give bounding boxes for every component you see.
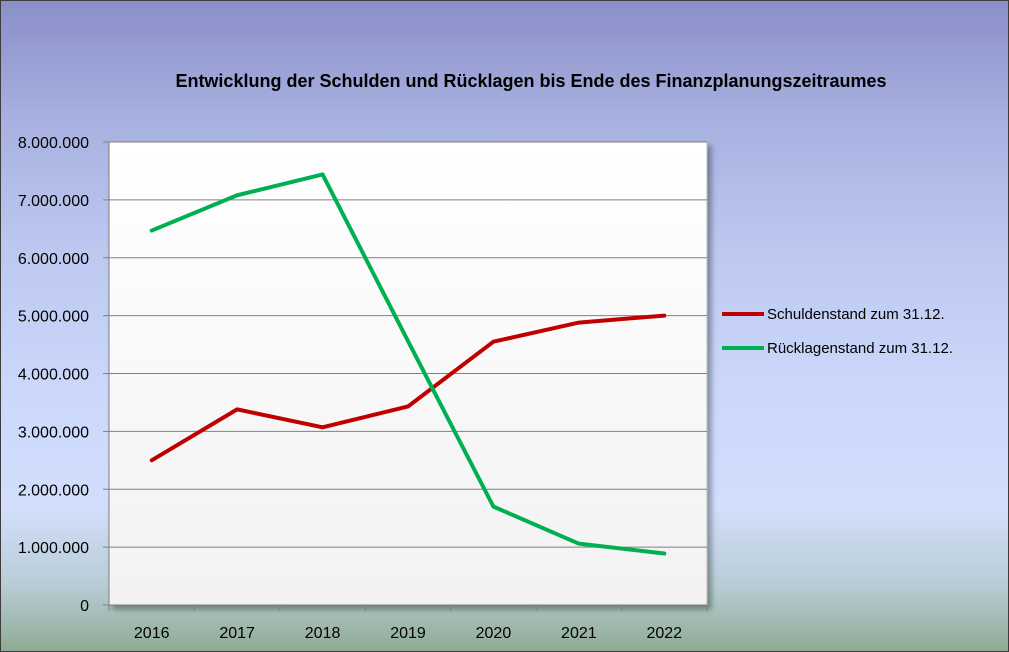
series-line-1 (149, 313, 667, 463)
series-line-2 (149, 172, 667, 556)
x-tick-label: 2016 (134, 625, 170, 642)
y-tick-label: 5.000.000 (18, 309, 89, 326)
x-tick-label: 2020 (476, 625, 512, 642)
y-tick-label: 0 (80, 598, 89, 615)
y-tick-label: 7.000.000 (18, 193, 89, 210)
y-tick-label: 4.000.000 (18, 367, 89, 384)
axes (103, 141, 708, 611)
legend-label: Schuldenstand zum 31.12. (767, 306, 945, 323)
series-lines (149, 172, 667, 556)
y-tick-label: 1.000.000 (18, 540, 89, 557)
x-tick-label: 2022 (646, 625, 682, 642)
chart-title: Entwicklung der Schulden und Rücklagen b… (175, 71, 886, 91)
y-tick-label: 2.000.000 (18, 482, 89, 499)
x-tick-label: 2021 (561, 625, 597, 642)
legend: Schuldenstand zum 31.12. Rücklagenstand z… (722, 306, 953, 357)
y-tick-label: 6.000.000 (18, 251, 89, 268)
x-tick-label: 2019 (390, 625, 426, 642)
legend-label: Rücklagenstand zum 31.12. (767, 340, 953, 357)
y-axis-tick-labels: 0 1.000.000 2.000.000 3.000.000 4.000.000 5.0… (18, 135, 89, 615)
y-tick-label: 3.000.000 (18, 424, 89, 441)
x-tick-label: 2017 (219, 625, 255, 642)
x-axis-tick-labels: 2016 2017 2018 2019 2020 2021 2022 (134, 625, 682, 642)
y-tick-label: 8.000.000 (18, 135, 89, 152)
x-tick-label: 2018 (305, 625, 341, 642)
